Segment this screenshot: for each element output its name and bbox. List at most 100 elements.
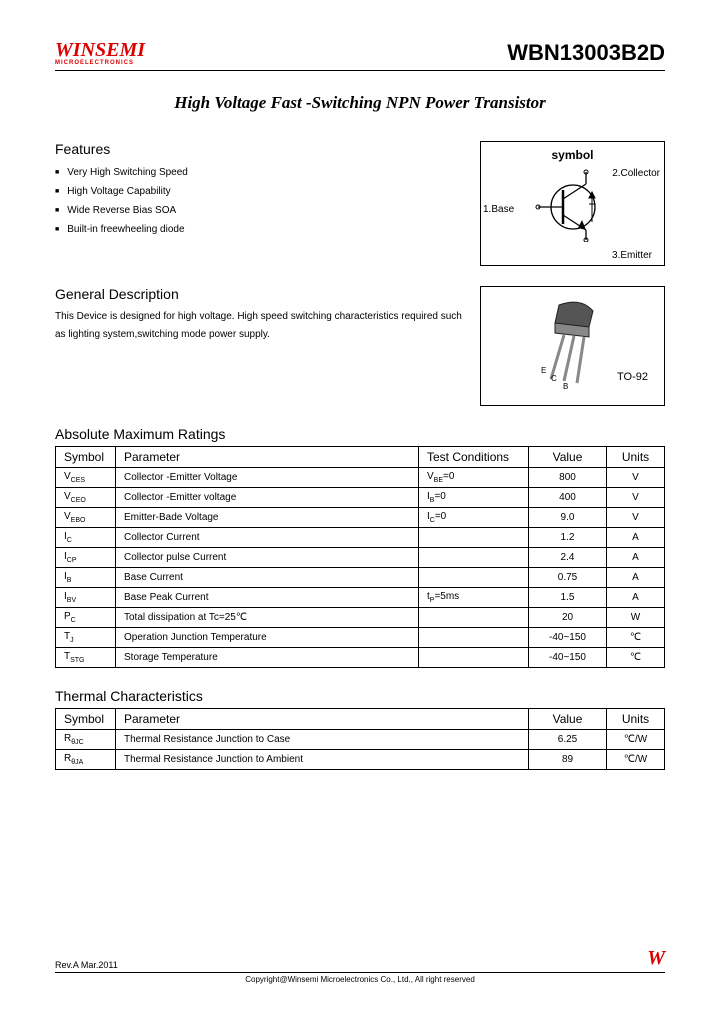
- cell-param: Collector pulse Current: [116, 548, 419, 568]
- cell-value: 9.0: [529, 508, 607, 528]
- cell-symbol: IBV: [56, 588, 116, 608]
- cell-unit: ℃/W: [607, 730, 665, 750]
- cell-symbol: ICP: [56, 548, 116, 568]
- table-row: ICPCollector pulse Current2.4A: [56, 548, 665, 568]
- cell-value: 1.2: [529, 528, 607, 548]
- cell-value: 89: [529, 750, 607, 770]
- table-row: IBBase Current0.75A: [56, 568, 665, 588]
- general-desc-row: General Description This Device is desig…: [55, 286, 665, 406]
- pin-collector-label: 2.Collector: [612, 168, 660, 179]
- cell-value: 400: [529, 488, 607, 508]
- cell-param: Total dissipation at Tc=25℃: [116, 608, 419, 628]
- cell-unit: V: [607, 468, 665, 488]
- cell-value: 0.75: [529, 568, 607, 588]
- table-row: RθJCThermal Resistance Junction to Case6…: [56, 730, 665, 750]
- table-row: ICCollector Current1.2A: [56, 528, 665, 548]
- part-number: WBN13003B2D: [507, 40, 665, 66]
- abs-max-table: Symbol Parameter Test Conditions Value U…: [55, 446, 665, 668]
- pin-emitter-label: 3.Emitter: [612, 250, 652, 261]
- cell-param: Collector -Emitter voltage: [116, 488, 419, 508]
- svg-text:B: B: [563, 382, 568, 391]
- cell-param: Base Peak Current: [116, 588, 419, 608]
- copyright-text: Copyright@Winsemi Microelectronics Co., …: [55, 975, 665, 984]
- cell-value: 1.5: [529, 588, 607, 608]
- svg-text:C: C: [551, 374, 557, 383]
- cell-symbol: TJ: [56, 628, 116, 648]
- page-title: High Voltage Fast -Switching NPN Power T…: [95, 93, 625, 113]
- cell-unit: ℃: [607, 648, 665, 668]
- table-row: TSTGStorage Temperature -40~150℃: [56, 648, 665, 668]
- cell-cond: [419, 528, 529, 548]
- cell-symbol: TSTG: [56, 648, 116, 668]
- general-desc-text: This Device is designed for high voltage…: [55, 308, 462, 344]
- col-value: Value: [529, 709, 607, 730]
- features-heading: Features: [55, 141, 462, 157]
- svg-text:E: E: [541, 366, 546, 375]
- col-parameter: Parameter: [116, 447, 419, 468]
- cell-param: Storage Temperature: [116, 648, 419, 668]
- col-value: Value: [529, 447, 607, 468]
- cell-symbol: VCES: [56, 468, 116, 488]
- cell-param: Base Current: [116, 568, 419, 588]
- table-header-row: Symbol Parameter Value Units: [56, 709, 665, 730]
- footer-logo-icon: W: [647, 947, 665, 970]
- feature-item: Wide Reverse Bias SOA: [55, 201, 462, 220]
- cell-cond: [419, 648, 529, 668]
- table-header-row: Symbol Parameter Test Conditions Value U…: [56, 447, 665, 468]
- abs-max-heading: Absolute Maximum Ratings: [55, 426, 665, 442]
- cell-symbol: RθJA: [56, 750, 116, 770]
- cell-param: Collector -Emitter Voltage: [116, 468, 419, 488]
- symbol-label: symbol: [481, 142, 664, 162]
- col-conditions: Test Conditions: [419, 447, 529, 468]
- cell-param: Emitter-Bade Voltage: [116, 508, 419, 528]
- cell-param: Thermal Resistance Junction to Ambient: [116, 750, 529, 770]
- table-row: VEBOEmitter-Bade VoltageIC=09.0V: [56, 508, 665, 528]
- revision-text: Rev.A Mar.2011: [55, 960, 118, 970]
- table-row: TJOperation Junction Temperature -40~150℃: [56, 628, 665, 648]
- logo: WINSEMI MICROELECTRONICS: [55, 40, 145, 66]
- cell-symbol: RθJC: [56, 730, 116, 750]
- header: WINSEMI MICROELECTRONICS WBN13003B2D: [55, 40, 665, 66]
- cell-symbol: VCEO: [56, 488, 116, 508]
- cell-unit: A: [607, 528, 665, 548]
- feature-item: Very High Switching Speed: [55, 163, 462, 182]
- cell-value: -40~150: [529, 628, 607, 648]
- thermal-heading: Thermal Characteristics: [55, 688, 665, 704]
- feature-item: Built-in freewheeling diode: [55, 220, 462, 239]
- header-divider: [55, 70, 665, 71]
- cell-cond: [419, 608, 529, 628]
- features-list: Very High Switching Speed High Voltage C…: [55, 163, 462, 239]
- cell-unit: A: [607, 588, 665, 608]
- cell-param: Operation Junction Temperature: [116, 628, 419, 648]
- cell-unit: A: [607, 548, 665, 568]
- logo-sub-text: MICROELECTRONICS: [55, 60, 145, 66]
- cell-cond: [419, 548, 529, 568]
- cell-param: Collector Current: [116, 528, 419, 548]
- cell-cond: tP=5ms: [419, 588, 529, 608]
- cell-value: 20: [529, 608, 607, 628]
- features-row: Features Very High Switching Speed High …: [55, 141, 665, 266]
- cell-value: -40~150: [529, 648, 607, 668]
- cell-value: 800: [529, 468, 607, 488]
- cell-cond: IB=0: [419, 488, 529, 508]
- table-row: RθJAThermal Resistance Junction to Ambie…: [56, 750, 665, 770]
- cell-param: Thermal Resistance Junction to Case: [116, 730, 529, 750]
- thermal-table: Symbol Parameter Value Units RθJCThermal…: [55, 708, 665, 770]
- col-units: Units: [607, 447, 665, 468]
- to92-package-icon: E C B: [481, 287, 666, 407]
- cell-cond: [419, 628, 529, 648]
- cell-cond: IC=0: [419, 508, 529, 528]
- cell-symbol: VEBO: [56, 508, 116, 528]
- logo-main-text: WINSEMI: [55, 40, 145, 60]
- col-parameter: Parameter: [116, 709, 529, 730]
- cell-unit: V: [607, 488, 665, 508]
- cell-unit: ℃: [607, 628, 665, 648]
- cell-cond: [419, 568, 529, 588]
- col-symbol: Symbol: [56, 447, 116, 468]
- transistor-symbol-icon: [518, 162, 628, 242]
- col-units: Units: [607, 709, 665, 730]
- table-row: PCTotal dissipation at Tc=25℃20W: [56, 608, 665, 628]
- footer: Rev.A Mar.2011 W Copyright@Winsemi Micro…: [55, 947, 665, 984]
- cell-symbol: PC: [56, 608, 116, 628]
- feature-item: High Voltage Capability: [55, 182, 462, 201]
